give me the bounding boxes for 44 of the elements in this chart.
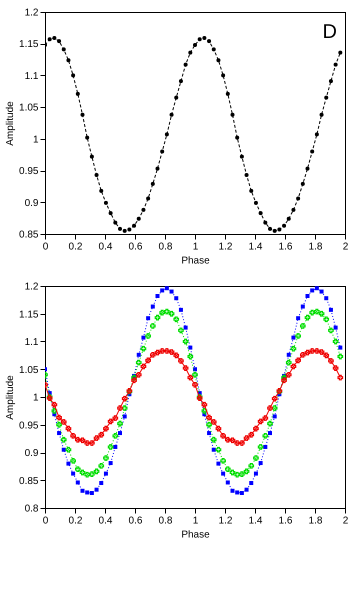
x-tick-label: 0.6: [128, 516, 143, 526]
y-tick-label: 1.15: [19, 39, 39, 50]
x-tick-label: 2: [342, 242, 349, 252]
annotation: D: [322, 21, 337, 43]
x-tick-label: 1.6: [278, 242, 293, 252]
x-tick-label: 0: [42, 242, 49, 252]
y-tick-label: 0.9: [24, 198, 39, 209]
y-tick-label: 0.85: [19, 476, 39, 487]
y-tick-label: 0.95: [19, 420, 39, 432]
y-tick-label: 1.05: [19, 364, 39, 376]
x-tick-label: 1.6: [278, 516, 293, 526]
y-tick-label: 1.05: [19, 102, 39, 114]
y-tick-label: 0.9: [24, 448, 39, 459]
x-tick-label: 2: [342, 516, 349, 526]
x-tick-label: 0.8: [158, 516, 173, 526]
y-tick-label: 1: [32, 134, 39, 146]
x-tick-label: 1.8: [308, 516, 323, 526]
x-tick-label: 0.4: [98, 242, 113, 252]
x-tick-label: 0: [42, 516, 49, 526]
y-tick-label: 1.15: [19, 309, 39, 320]
y-tick-label: 0.85: [19, 230, 39, 240]
x-tick-label: 1.2: [218, 242, 233, 252]
x-tick-label: 0.8: [158, 242, 173, 252]
x-tick-label: 0.6: [128, 242, 143, 252]
x-tick-label: 1: [192, 242, 199, 252]
x-tick-label: 1.8: [308, 242, 323, 252]
y-tick-label: 1: [32, 392, 39, 404]
y-tick-label: 1.1: [24, 70, 39, 82]
x-axis-title: Phase: [181, 530, 210, 540]
y-tick-label: 0.8: [24, 504, 39, 514]
x-axis-title: Phase: [181, 256, 210, 266]
y-tick-label: 1.1: [24, 337, 39, 348]
x-tick-label: 0.4: [98, 516, 113, 526]
y-tick-label: 0.95: [19, 166, 39, 178]
y-tick-label: 1.2: [24, 8, 39, 18]
y-axis-title: Amplitude: [5, 374, 16, 420]
x-tick-label: 1.4: [248, 516, 263, 526]
x-tick-label: 1.4: [248, 242, 263, 252]
x-tick-label: 0.2: [68, 516, 83, 526]
x-tick-label: 1.2: [218, 516, 233, 526]
y-axis-title: Amplitude: [5, 100, 16, 146]
x-tick-label: 1: [192, 516, 199, 526]
x-tick-label: 0.2: [68, 242, 83, 252]
y-tick-label: 1.2: [24, 282, 39, 292]
